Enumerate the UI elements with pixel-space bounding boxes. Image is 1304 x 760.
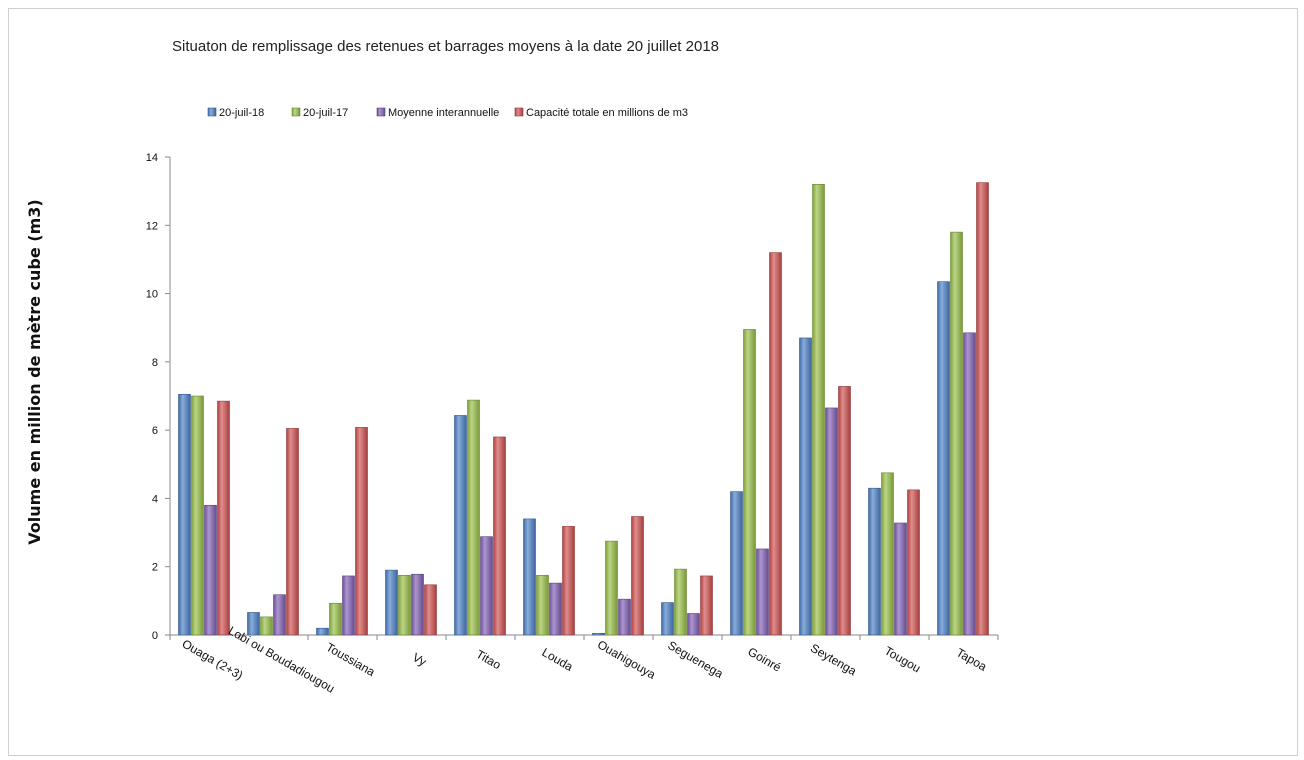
x-category-label: Toussiana (324, 640, 378, 679)
x-category-label: Tougou (882, 644, 923, 676)
legend-label: 20-juil-18 (219, 107, 264, 119)
x-category-label: Seguenega (665, 638, 725, 681)
bar (730, 491, 743, 636)
bar (743, 329, 756, 636)
y-tick-label: 2 (152, 562, 158, 574)
x-category-label: Ouaga (2+3) (180, 637, 246, 683)
y-tick-label: 0 (152, 630, 158, 642)
y-tick-label: 10 (146, 289, 158, 301)
x-category-label: Louda (540, 645, 576, 674)
bar (976, 182, 989, 636)
bar (536, 574, 549, 636)
bar (260, 616, 273, 636)
x-category-label: Ouahigouya (595, 637, 658, 682)
x-category-label: Goinré (745, 644, 783, 674)
bar (937, 281, 950, 636)
bar (799, 337, 812, 636)
bar (661, 602, 674, 636)
bar (618, 598, 631, 636)
x-category-label: Tapoa (954, 645, 990, 674)
y-tick-label: 14 (146, 152, 158, 164)
bar (907, 489, 920, 636)
y-tick-label: 6 (152, 425, 158, 437)
bar (178, 393, 191, 636)
legend: 20-juil-18 20-juil-17 Moyenne interannuell… (207, 107, 688, 119)
bar (756, 548, 769, 636)
bar (868, 487, 881, 636)
bar (329, 602, 342, 636)
bar (812, 184, 825, 636)
bar (247, 612, 260, 636)
category-labels: Ouaga (2+3)Lobi ou BoudadiougouToussiana… (180, 623, 990, 695)
legend-label: 20-juil-17 (303, 107, 348, 119)
bar (562, 526, 575, 636)
bar (549, 582, 562, 636)
bar (204, 504, 217, 636)
chart-title: Situaton de remplissage des retenues et … (172, 38, 719, 55)
bar (592, 632, 605, 636)
bar (467, 399, 480, 636)
bar (411, 573, 424, 636)
bar (523, 518, 536, 636)
y-tick-label: 12 (146, 220, 158, 232)
bar (894, 522, 907, 636)
bars (169, 182, 999, 640)
bar (769, 252, 782, 636)
bar (950, 231, 963, 636)
bar (273, 594, 286, 636)
bar (385, 569, 398, 636)
legend-swatch (376, 107, 386, 117)
y-tick-label: 4 (152, 493, 158, 505)
bar (838, 386, 851, 636)
legend-swatch (514, 107, 524, 117)
bar (687, 613, 700, 636)
legend-label: Moyenne interannuelle (388, 107, 499, 119)
bar (881, 472, 894, 636)
bar (424, 584, 437, 636)
bar (631, 516, 644, 636)
x-category-label: Seytenga (808, 641, 859, 679)
bar (316, 627, 329, 636)
legend-swatch (207, 107, 217, 117)
x-category-label: Vy (410, 650, 429, 669)
bar (342, 575, 355, 636)
bar (355, 427, 368, 636)
bar (700, 575, 713, 636)
bar (454, 415, 467, 636)
bar (480, 536, 493, 636)
legend-swatch (291, 107, 301, 117)
y-tick-label: 8 (152, 357, 158, 369)
bar (825, 407, 838, 636)
bar (493, 436, 506, 636)
legend-label: Capacité totale en millions de m3 (526, 107, 688, 119)
y-axis-label: Volume en million de mètre cube (m3) (25, 199, 44, 544)
bar (191, 395, 204, 636)
x-category-label: Titao (474, 647, 504, 672)
bar (286, 428, 299, 636)
bar (605, 540, 618, 636)
bar (217, 400, 230, 636)
bar (963, 332, 976, 636)
bar (674, 568, 687, 636)
bar (398, 574, 411, 636)
